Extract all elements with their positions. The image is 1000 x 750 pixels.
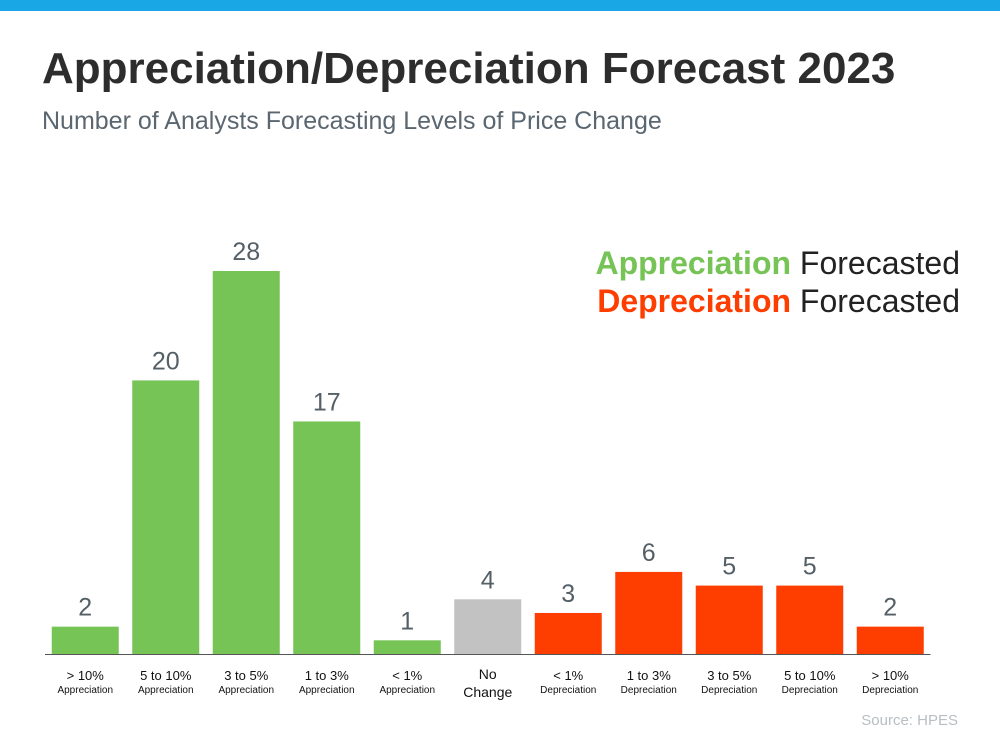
tick-label-6-line2: Depreciation (540, 685, 596, 696)
chart-subtitle: Number of Analysts Forecasting Levels of… (42, 107, 662, 135)
tick-label-10-line1: > 10% (872, 668, 910, 683)
legend-item-appreciation: Appreciation Forecasted (595, 244, 960, 282)
bar-5 (454, 599, 522, 654)
tick-label-2-line1: 3 to 5% (224, 668, 269, 683)
tick-label-9-line2: Depreciation (782, 685, 838, 696)
tick-label-5-line2: Change (463, 684, 512, 700)
tick-label-1-line1: 5 to 10% (140, 668, 192, 683)
bar-6 (534, 612, 602, 654)
legend-key-depreciation: Depreciation (597, 283, 792, 319)
data-label-1: 20 (152, 347, 180, 375)
tick-label-1-line2: Appreciation (138, 685, 194, 696)
data-label-6: 3 (561, 580, 575, 608)
data-label-9: 5 (803, 553, 817, 581)
tick-label-6-line1: < 1% (553, 668, 583, 683)
data-label-7: 6 (642, 539, 656, 567)
data-label-5: 4 (481, 566, 495, 594)
tick-label-9-line1: 5 to 10% (784, 668, 836, 683)
tick-label-3-line1: 1 to 3% (305, 668, 350, 683)
legend: Appreciation Forecasted Depreciation For… (595, 244, 960, 320)
tick-label-8-line1: 3 to 5% (707, 668, 752, 683)
data-label-3: 17 (313, 388, 341, 416)
tick-label-0-line2: Appreciation (57, 685, 113, 696)
tick-label-2-line2: Appreciation (218, 685, 274, 696)
tick-label-7-line1: 1 to 3% (627, 668, 672, 683)
bar-9 (776, 585, 844, 654)
tick-label-5-line1: No (479, 666, 497, 682)
tick-label-8-line2: Depreciation (701, 685, 757, 696)
tick-label-7-line2: Depreciation (621, 685, 677, 696)
bar-1 (132, 380, 200, 654)
tick-label-4-line1: < 1% (392, 668, 422, 683)
legend-item-depreciation: Depreciation Forecasted (595, 282, 960, 320)
tick-label-10-line2: Depreciation (862, 685, 918, 696)
tick-label-4-line2: Appreciation (379, 685, 435, 696)
bar-7 (615, 571, 683, 654)
legend-rest-depreciation: Forecasted (791, 283, 960, 319)
bar-3 (293, 421, 361, 654)
bar-4 (373, 640, 441, 654)
data-label-10: 2 (883, 594, 897, 622)
chart-title: Appreciation/Depreciation Forecast 2023 (42, 44, 896, 93)
tick-label-0-line1: > 10% (67, 668, 105, 683)
data-label-8: 5 (722, 553, 736, 581)
top-accent-bar (0, 0, 1000, 11)
data-label-0: 2 (78, 594, 92, 622)
bar-0 (51, 626, 119, 654)
bar-8 (695, 585, 763, 654)
bar-10 (856, 626, 924, 654)
bar-2 (212, 271, 280, 654)
data-label-2: 28 (232, 238, 260, 266)
legend-rest-appreciation: Forecasted (791, 245, 960, 281)
tick-label-3-line2: Appreciation (299, 685, 355, 696)
legend-key-appreciation: Appreciation (595, 245, 792, 281)
source-note: Source: HPES (861, 712, 958, 729)
data-label-4: 1 (400, 607, 414, 635)
